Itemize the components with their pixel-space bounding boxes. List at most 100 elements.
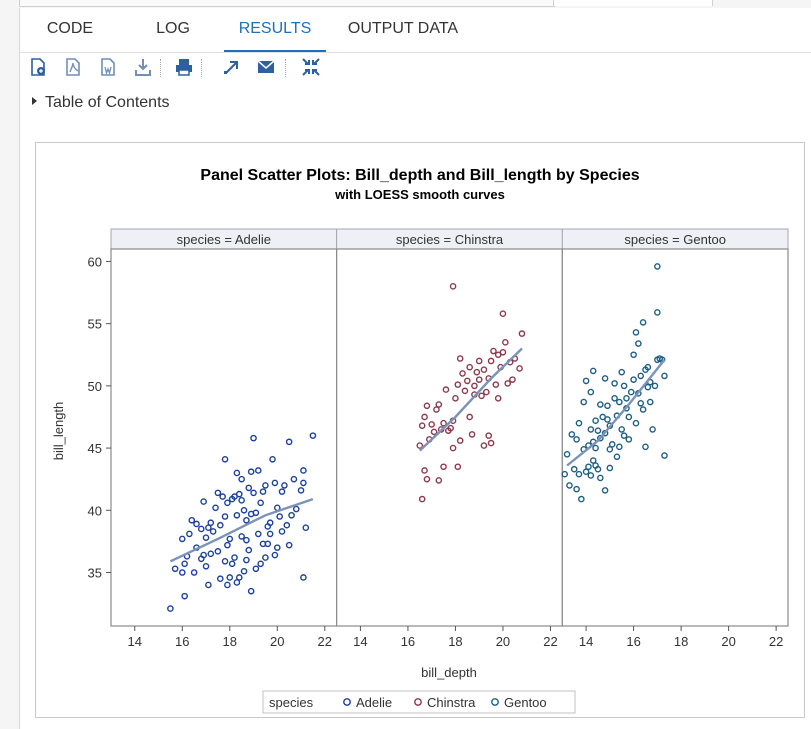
panel-header-label-adelie: species = Adelie — [177, 232, 271, 247]
data-point-gentoo — [604, 402, 611, 410]
tab-results[interactable]: RESULTS — [224, 18, 326, 52]
data-point-gentoo — [661, 372, 668, 380]
x-tick-label: 16 — [401, 634, 415, 649]
data-point-chinstra — [499, 310, 507, 317]
previous-tab-fragment[interactable] — [19, 0, 555, 7]
x-axis-label: bill_depth — [421, 665, 477, 680]
data-point-chinstra — [509, 376, 516, 383]
data-point-gentoo — [578, 495, 585, 503]
x-tick-label: 14 — [353, 634, 367, 649]
data-point-gentoo — [597, 401, 604, 408]
data-point-adelie — [309, 432, 317, 439]
data-point-chinstra — [475, 357, 483, 365]
tab-output-data[interactable]: OUTPUT DATA — [347, 20, 459, 37]
legend-title: species — [269, 695, 314, 710]
data-point-adelie — [181, 560, 188, 568]
data-point-chinstra — [440, 419, 447, 427]
data-point-chinstra — [471, 382, 478, 390]
panel-frame-chinstra — [336, 248, 563, 627]
legend-marker-chinstra — [414, 698, 422, 706]
data-point-gentoo — [606, 446, 614, 453]
email-icon[interactable] — [255, 56, 277, 78]
data-point-adelie — [209, 528, 217, 535]
data-point-adelie — [273, 544, 281, 551]
legend-label-chinstra: Chinstra — [427, 695, 476, 710]
pdf-report-icon[interactable] — [62, 56, 84, 78]
x-tick-label: 22 — [769, 634, 783, 649]
data-point-adelie — [226, 535, 234, 543]
html-report-icon[interactable] — [27, 56, 49, 78]
data-point-chinstra — [456, 355, 464, 362]
data-point-gentoo — [566, 482, 573, 489]
data-point-adelie — [224, 581, 231, 589]
data-point-adelie — [233, 511, 241, 519]
data-point-adelie — [233, 469, 241, 477]
data-point-adelie — [235, 574, 243, 581]
data-point-chinstra — [421, 467, 428, 474]
data-point-adelie — [202, 562, 210, 570]
word-report-icon[interactable] — [97, 56, 119, 78]
data-point-chinstra — [447, 424, 454, 432]
data-point-gentoo — [637, 372, 645, 380]
download-icon[interactable] — [132, 56, 154, 78]
panel-frame-gentoo — [561, 248, 789, 627]
data-point-gentoo — [592, 462, 599, 469]
data-point-chinstra — [494, 351, 502, 359]
data-point-chinstra — [440, 463, 447, 471]
data-point-chinstra — [454, 463, 462, 471]
data-point-adelie — [300, 467, 307, 474]
table-of-contents-toggle[interactable]: Table of Contents — [32, 94, 170, 112]
data-point-adelie — [214, 548, 222, 555]
data-point-gentoo — [587, 472, 595, 479]
data-point-gentoo — [594, 427, 602, 434]
tab-log[interactable]: LOG — [156, 20, 190, 37]
data-point-gentoo — [570, 465, 578, 473]
x-tick-label: 14 — [579, 634, 593, 649]
data-point-adelie — [202, 534, 210, 541]
data-point-adelie — [216, 575, 224, 583]
data-point-adelie — [266, 519, 274, 527]
data-point-gentoo — [646, 398, 654, 406]
loess-curve-gentoo — [566, 358, 666, 467]
collapse-icon[interactable] — [300, 56, 322, 78]
data-point-gentoo — [642, 443, 649, 451]
data-point-adelie — [269, 455, 276, 463]
data-point-adelie — [285, 438, 293, 446]
open-new-window-icon[interactable] — [220, 56, 242, 78]
active-tab-fragment[interactable] — [553, 0, 713, 6]
data-point-chinstra — [461, 387, 469, 395]
data-point-chinstra — [473, 368, 481, 376]
data-point-chinstra — [442, 386, 450, 393]
expand-triangle-icon — [32, 96, 37, 105]
data-point-chinstra — [418, 495, 426, 503]
data-point-gentoo — [589, 367, 597, 375]
data-point-gentoo — [644, 363, 652, 371]
data-point-gentoo — [618, 368, 626, 376]
data-point-gentoo — [587, 426, 595, 433]
data-point-adelie — [207, 519, 215, 527]
y-tick-label: 35 — [88, 565, 102, 580]
x-tick-label: 20 — [270, 634, 284, 649]
data-point-gentoo — [635, 340, 642, 347]
x-tick-label: 14 — [128, 634, 142, 649]
x-tick-label: 16 — [175, 634, 189, 649]
data-point-chinstra — [449, 283, 457, 290]
data-point-gentoo — [585, 463, 592, 471]
data-point-gentoo — [654, 263, 661, 270]
data-point-gentoo — [627, 388, 635, 396]
print-icon[interactable] — [173, 56, 195, 78]
data-point-chinstra — [421, 413, 428, 421]
data-point-gentoo — [625, 413, 633, 421]
data-point-adelie — [300, 574, 307, 581]
data-point-gentoo — [661, 452, 668, 459]
data-point-chinstra — [478, 392, 485, 400]
data-point-chinstra — [459, 370, 466, 377]
data-point-chinstra — [418, 422, 426, 429]
data-point-chinstra — [466, 363, 473, 371]
data-point-adelie — [250, 434, 257, 442]
data-point-adelie — [228, 560, 236, 568]
data-point-gentoo — [639, 319, 647, 326]
data-point-gentoo — [575, 419, 583, 427]
data-point-adelie — [266, 530, 274, 538]
tab-code[interactable]: CODE — [46, 20, 94, 37]
